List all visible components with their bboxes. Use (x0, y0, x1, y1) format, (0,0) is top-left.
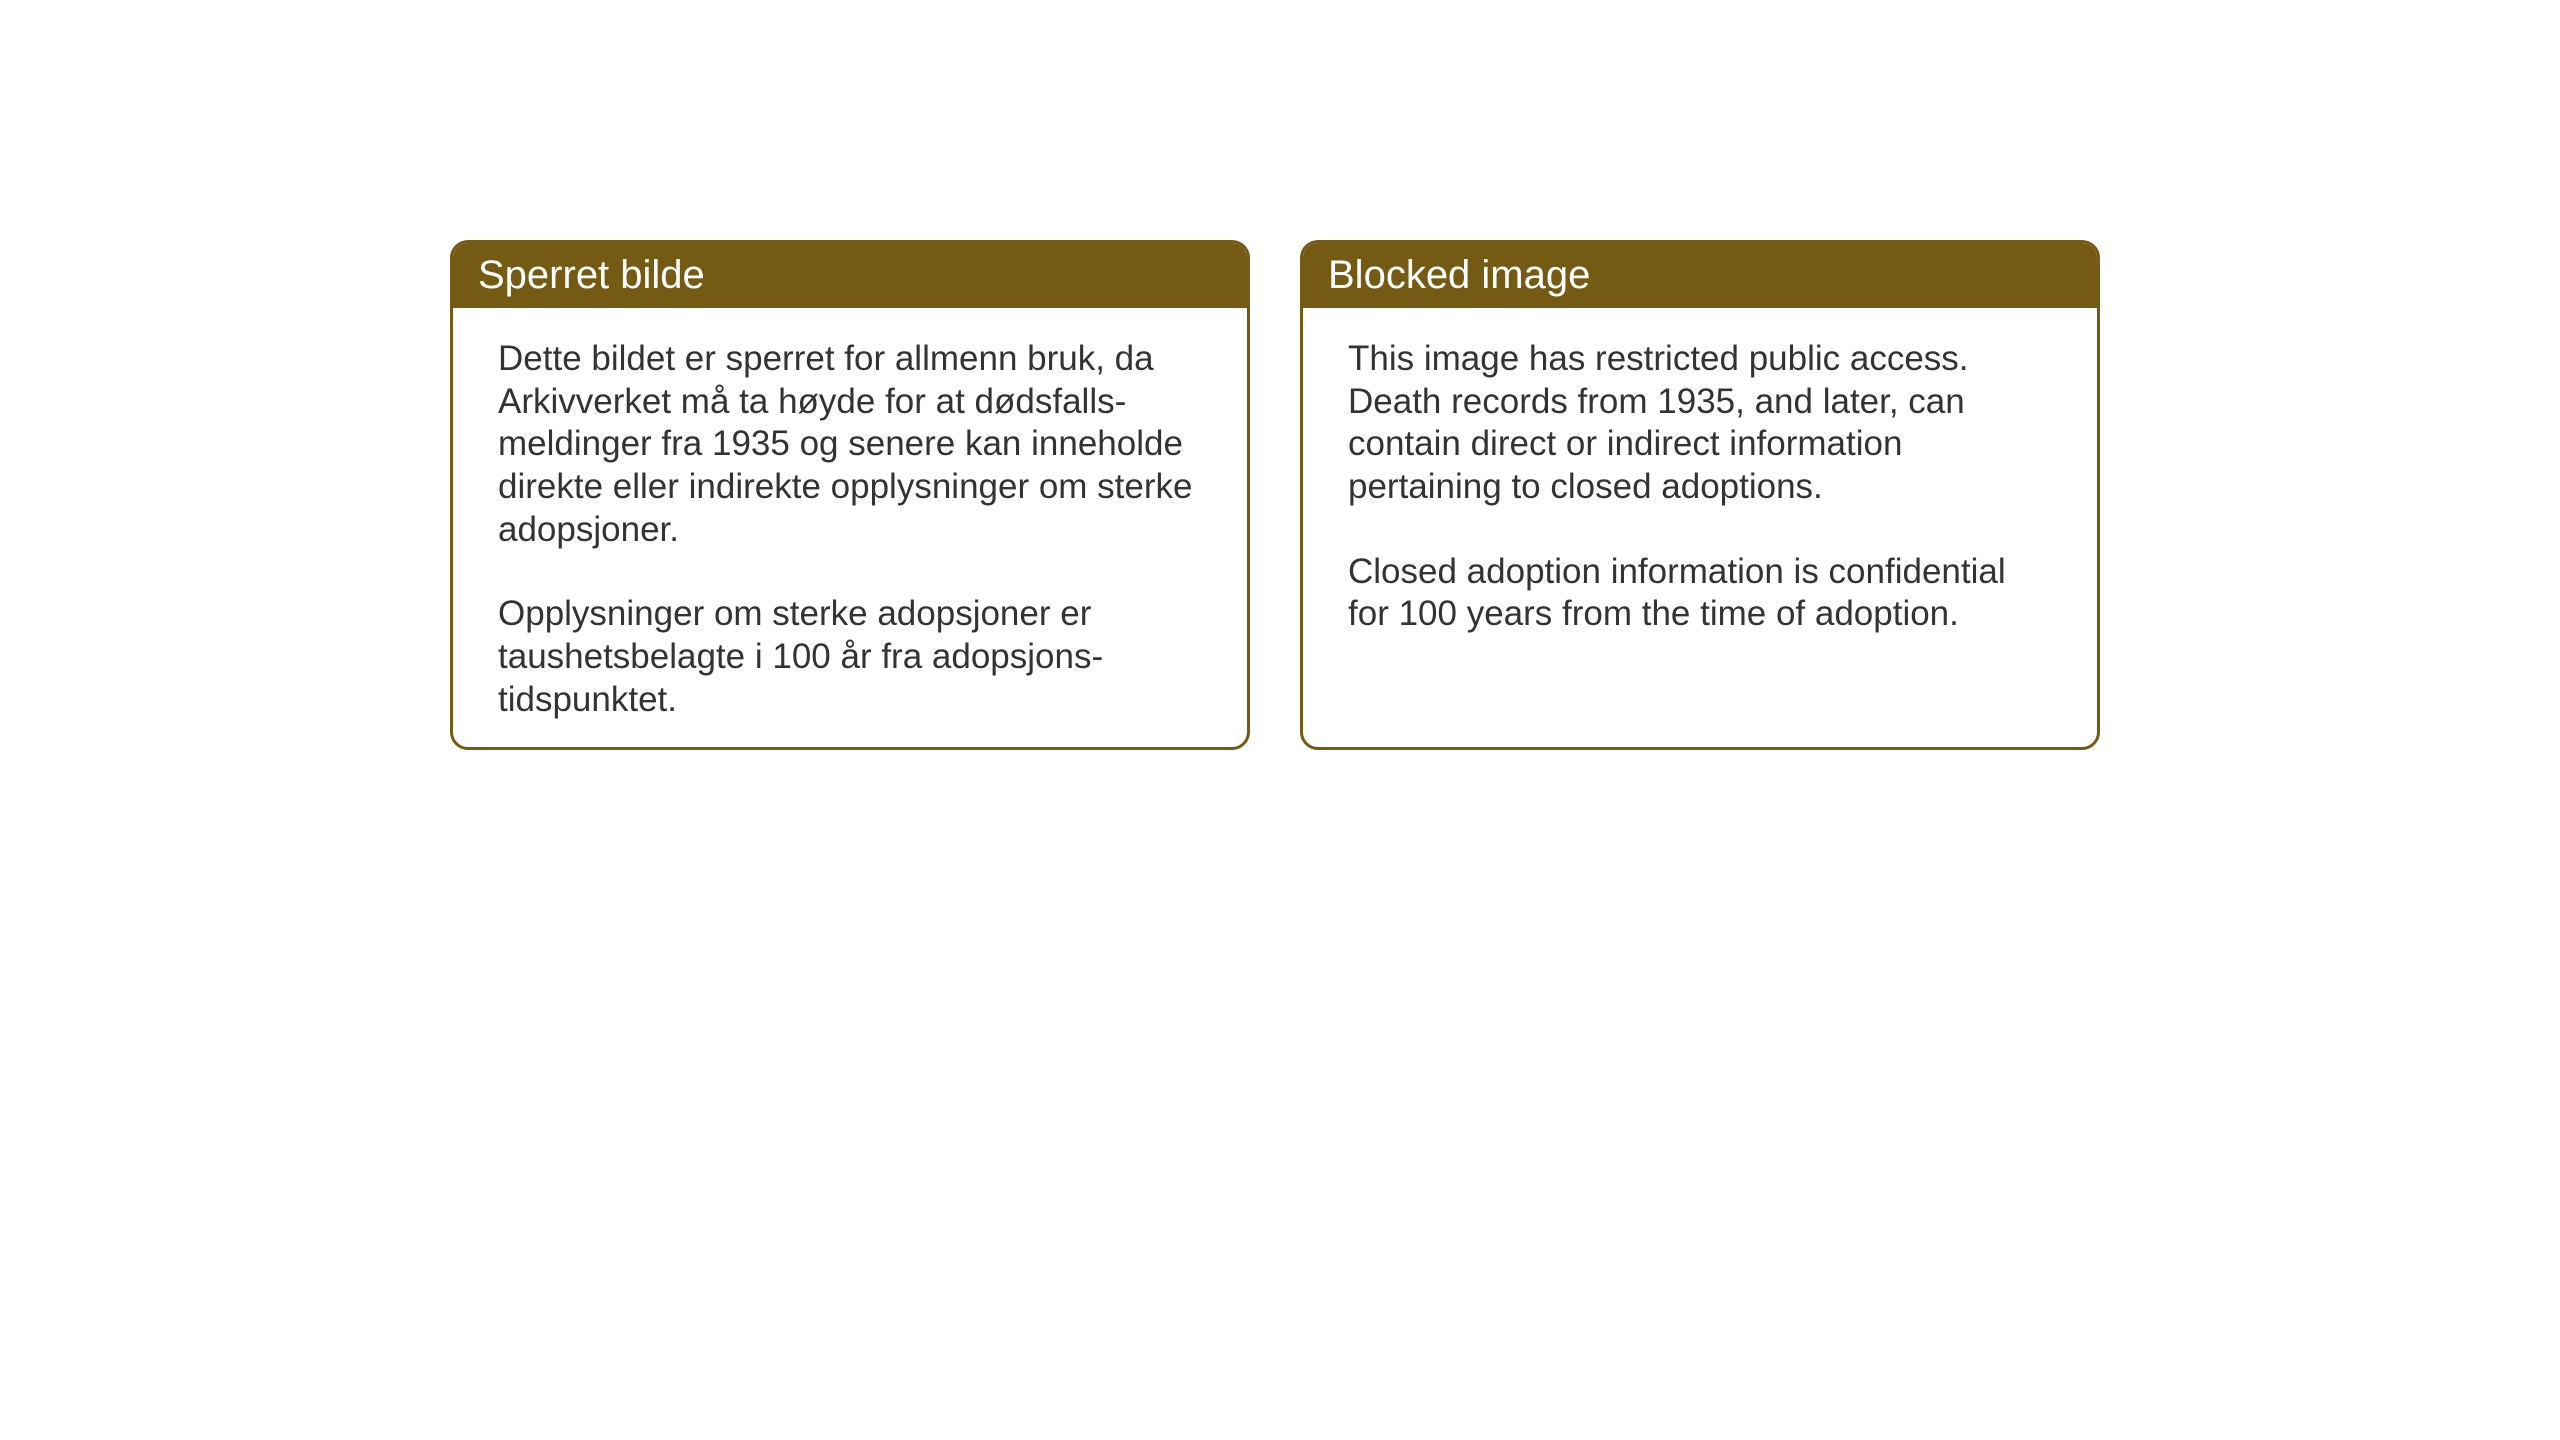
notices-container: Sperret bilde Dette bildet er sperret fo… (450, 240, 2100, 750)
notice-box-norwegian: Sperret bilde Dette bildet er sperret fo… (450, 240, 1250, 750)
notice-paragraph-1-english: This image has restricted public access.… (1348, 338, 2052, 509)
notice-box-english: Blocked image This image has restricted … (1300, 240, 2100, 750)
notice-title-english: Blocked image (1328, 253, 1590, 297)
notice-body-norwegian: Dette bildet er sperret for allmenn bruk… (453, 308, 1247, 750)
notice-body-english: This image has restricted public access.… (1303, 308, 2097, 666)
notice-title-norwegian: Sperret bilde (478, 253, 705, 297)
notice-header-norwegian: Sperret bilde (453, 243, 1247, 308)
notice-paragraph-1-norwegian: Dette bildet er sperret for allmenn bruk… (498, 338, 1202, 551)
notice-paragraph-2-english: Closed adoption information is confident… (1348, 551, 2052, 636)
notice-paragraph-2-norwegian: Opplysninger om sterke adopsjoner er tau… (498, 593, 1202, 721)
notice-header-english: Blocked image (1303, 243, 2097, 308)
